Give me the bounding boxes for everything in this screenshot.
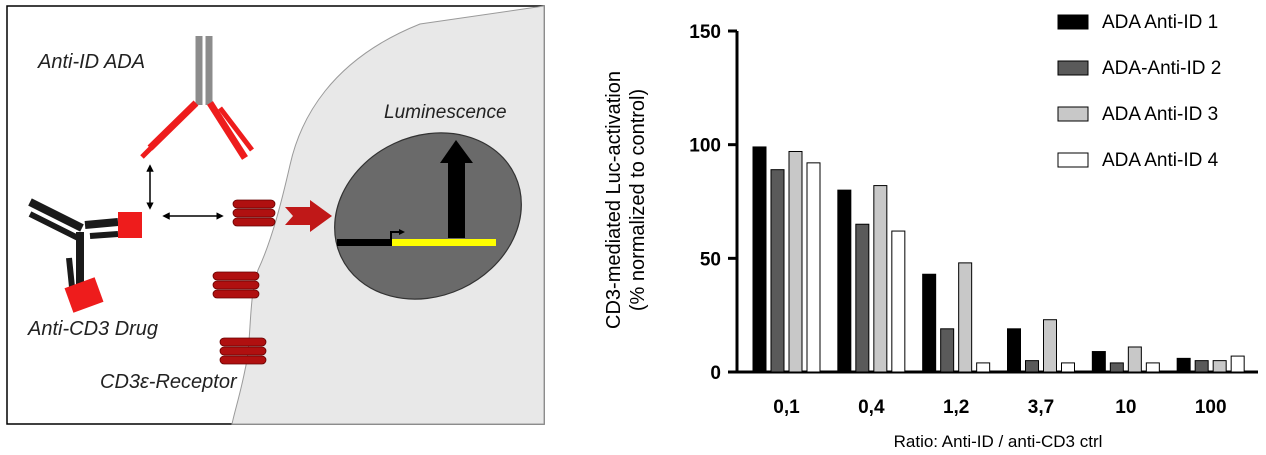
x-tick-label: 100 [1195,397,1227,418]
bar-2-0,1 [770,169,785,373]
luminescence-arrow [440,140,473,238]
luminescence-label: Luminescence [384,102,507,123]
legend-swatch [1057,106,1089,122]
bar-1-100 [1176,357,1191,373]
legend-swatch [1057,60,1089,76]
bar-3-1,2 [958,262,973,373]
chart-bars [752,146,1245,373]
bar-1-1,2 [922,273,937,373]
cd3-receptor-middle [212,271,260,299]
chart-axes: 0 50 100 150 [689,22,1258,384]
x-tick-label: 0,4 [858,397,885,418]
bar-1-10 [1091,351,1106,373]
legend-label: ADA-Anti-ID 2 [1102,58,1221,79]
bar-1-3,7 [1007,328,1021,373]
bar-4-100 [1230,355,1245,373]
anti-cd3-drug-label: Anti-CD3 Drug [27,318,158,340]
cd3-receptor-bottom [219,337,267,365]
mechanism-schematic: Luminescence Anti-ID ADA Anti-CD3 Drug [6,5,545,425]
y-tick-label: 50 [700,249,721,270]
legend-swatch [1057,152,1089,168]
bar-4-1,2 [976,362,991,373]
reporter-gene [337,229,496,246]
legend-label: ADA Anti-ID 3 [1102,104,1218,125]
y-axis-label: CD3-mediated Luc-activation (% normalize… [603,71,649,329]
bar-4-0,4 [891,230,906,373]
chart-legend: ADA Anti-ID 1 ADA-Anti-ID 2 ADA Anti-ID 3 A… [1057,12,1221,171]
y-tick-label: 100 [689,136,721,157]
x-tick-label: 10 [1115,397,1136,418]
bar-1-0,4 [837,189,852,373]
legend-swatch [1057,14,1089,30]
bar-4-10 [1145,362,1160,373]
y-tick-label: 150 [689,22,721,43]
anti-id-ada-label: Anti-ID ADA [37,51,145,73]
bar-3-10 [1127,346,1142,373]
x-tick-labels: 0,1 0,4 1,2 3,7 10 100 [773,397,1226,418]
bar-3-0,1 [788,150,803,373]
bar-4-3,7 [1061,362,1075,373]
x-tick-label: 0,1 [773,397,800,418]
x-tick-label: 3,7 [1028,397,1054,418]
anti-id-ada-antibody [140,36,254,160]
y-axis-label-line2: (% normalized to control) [627,89,649,311]
anti-cd3-drug-antibody [28,198,142,313]
legend-label: ADA Anti-ID 4 [1102,150,1219,171]
bar-3-3,7 [1043,319,1057,373]
bar-3-100 [1212,360,1227,373]
bar-chart: CD3-mediated Luc-activation (% normalize… [603,12,1258,451]
bar-2-3,7 [1025,360,1039,373]
y-axis-label-line1: CD3-mediated Luc-activation [603,71,625,329]
bar-2-10 [1109,362,1124,373]
bar-3-0,4 [873,185,888,373]
bar-1-0,1 [752,146,767,373]
cd3-receptor-top [232,199,276,227]
bar-2-100 [1194,360,1209,373]
x-tick-label: 1,2 [943,397,969,418]
bar-4-0,1 [806,162,821,373]
signal-arrow [285,200,332,232]
bar-2-1,2 [940,328,955,373]
x-axis-label: Ratio: Anti-ID / anti-CD3 ctrl [894,432,1103,451]
y-tick-label: 0 [710,363,721,384]
bar-2-0,4 [855,223,870,373]
receptor-label: CD3ε-Receptor [100,371,238,393]
nucleus [334,132,522,300]
legend-label: ADA Anti-ID 1 [1102,12,1218,33]
